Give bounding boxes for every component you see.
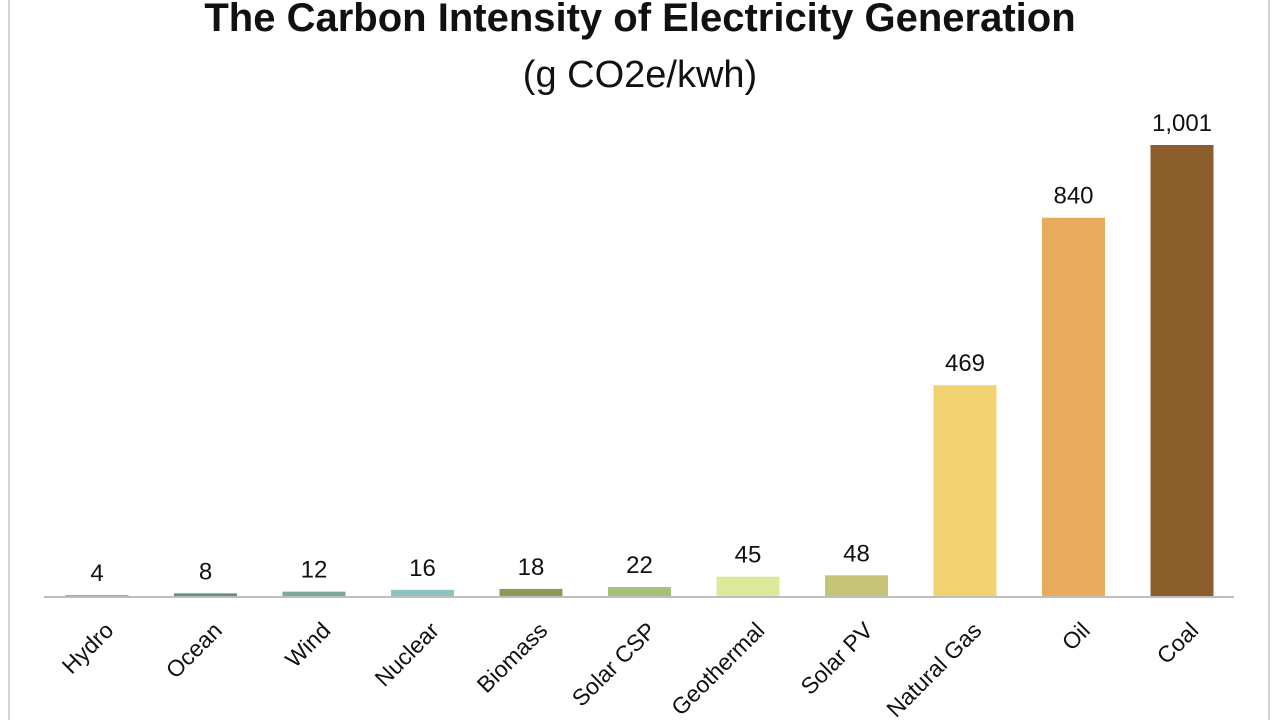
value-label-geothermal: 45 — [735, 542, 762, 569]
category-label-natural-gas: Natural Gas — [881, 617, 986, 720]
category-label-hydro: Hydro — [57, 617, 119, 679]
value-label-oil: 840 — [1053, 183, 1093, 210]
value-label-solar-pv: 48 — [843, 540, 870, 567]
category-label-solar-pv: Solar PV — [795, 617, 878, 700]
value-label-biomass: 18 — [518, 554, 545, 581]
category-label-ocean: Ocean — [161, 617, 227, 683]
bar-natural-gas — [933, 385, 997, 597]
category-label-geothermal: Geothermal — [666, 617, 769, 720]
bar-ocean — [174, 593, 237, 597]
value-label-hydro: 4 — [90, 560, 103, 587]
chart-subtitle: (g CO2e/kwh) — [522, 54, 758, 96]
value-label-natural-gas: 469 — [945, 350, 985, 377]
value-label-nuclear: 16 — [409, 555, 436, 582]
category-label-nuclear: Nuclear — [369, 617, 444, 692]
bar-geothermal — [716, 576, 780, 597]
frame-left-border — [8, 0, 10, 720]
bar-biomass — [499, 588, 563, 597]
category-label-solar-csp: Solar CSP — [567, 617, 661, 711]
bar-nuclear — [391, 589, 454, 597]
category-label-wind: Wind — [280, 617, 335, 672]
frame-right-border — [1268, 0, 1270, 720]
chart-title: The Carbon Intensity of Electricity Gene… — [204, 0, 1076, 40]
bar-solar-pv — [825, 575, 888, 597]
bar-oil — [1042, 217, 1105, 597]
value-label-ocean: 8 — [199, 558, 212, 585]
value-label-solar-csp: 22 — [626, 552, 653, 579]
bar-wind — [282, 591, 346, 597]
category-label-coal: Coal — [1152, 617, 1204, 669]
value-label-wind: 12 — [301, 557, 328, 584]
value-label-coal: 1,001 — [1152, 110, 1212, 137]
category-label-biomass: Biomass — [472, 617, 553, 698]
bar-coal — [1150, 145, 1214, 597]
bar-solar-csp — [608, 587, 671, 597]
category-label-oil: Oil — [1057, 617, 1095, 655]
